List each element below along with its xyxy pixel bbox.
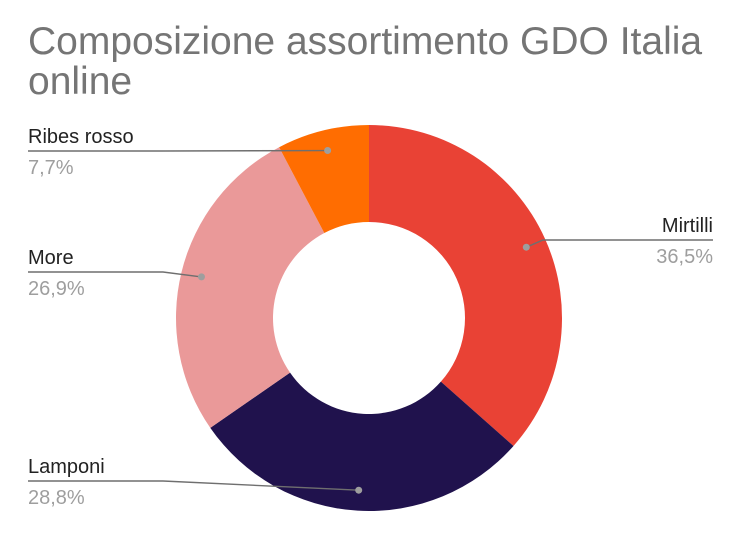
leader-dot	[355, 486, 363, 494]
slice-ribes-rosso	[279, 125, 369, 234]
leader-line	[28, 480, 359, 491]
slice-label-name: Lamponi	[28, 456, 105, 478]
slice-label-name: More	[28, 247, 74, 269]
slice-lamponi	[210, 372, 514, 511]
leader-line	[526, 239, 713, 248]
labels-group: Mirtilli 36,5% Lamponi 28,8% More 26,9% Ribes …	[28, 126, 713, 509]
leader-dot	[324, 147, 332, 155]
slice-mirtilli	[369, 125, 562, 446]
leader-line	[28, 271, 202, 278]
slice-label-percent: 7,7%	[28, 157, 74, 179]
slices-group	[176, 125, 562, 511]
leader-dot	[197, 273, 205, 281]
slice-label-percent: 26,9%	[28, 278, 85, 300]
leader-dot	[522, 243, 530, 251]
slice-label-percent: 36,5%	[656, 246, 713, 268]
leaders-group	[28, 147, 713, 494]
chart-title: Composizione assortimento GDO Italia onl…	[28, 20, 703, 103]
slice-label-percent: 28,8%	[28, 487, 85, 509]
slice-label-name: Ribes rosso	[28, 126, 134, 148]
slice-label-name: Mirtilli	[662, 215, 713, 237]
slice-more	[176, 147, 325, 428]
